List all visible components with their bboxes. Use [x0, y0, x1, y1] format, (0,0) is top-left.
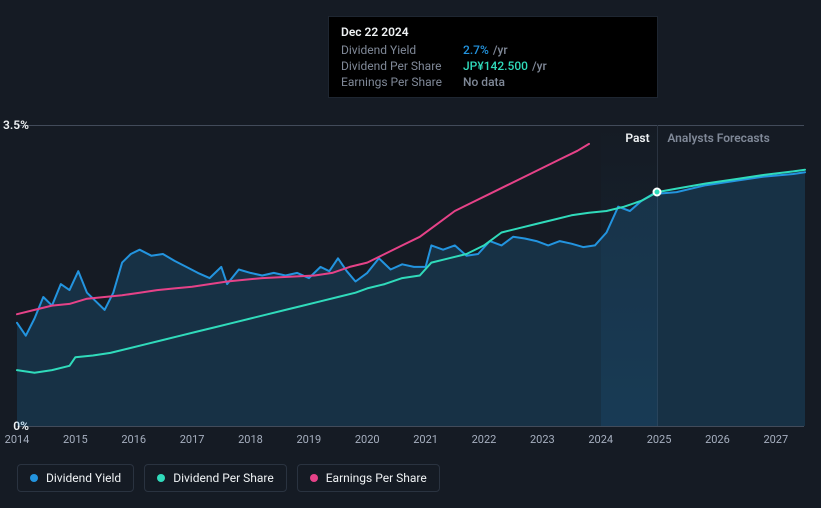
- x-axis-label: 2022: [472, 433, 497, 446]
- x-axis-label: 2021: [413, 433, 438, 446]
- legend-dot-icon: [30, 474, 38, 482]
- x-axis-label: 2024: [588, 433, 613, 446]
- current-date-marker: [653, 188, 662, 197]
- chart-plot-area[interactable]: [17, 125, 805, 426]
- tooltip-value: 2.7%/yr: [463, 43, 508, 57]
- x-axis-label: 2025: [647, 433, 672, 446]
- chart-legend: Dividend Yield Dividend Per Share Earnings…: [17, 464, 440, 492]
- legend-label: Dividend Per Share: [173, 471, 274, 485]
- tooltip-unit: /yr: [493, 43, 508, 57]
- series-area-0: [17, 172, 805, 426]
- chart-bottom-border: [17, 426, 804, 427]
- chart-tooltip: Dec 22 2024 Dividend Yield2.7%/yrDividen…: [328, 16, 658, 98]
- legend-item[interactable]: Earnings Per Share: [297, 464, 440, 492]
- x-axis-label: 2026: [705, 433, 730, 446]
- tooltip-key: Dividend Yield: [341, 43, 451, 57]
- x-axis-label: 2014: [5, 433, 30, 446]
- legend-item[interactable]: Dividend Yield: [17, 464, 134, 492]
- tooltip-key: Earnings Per Share: [341, 75, 451, 89]
- dividend-chart: 3.5%0% 201420152016201720182019202020212…: [0, 0, 821, 508]
- x-axis-label: 2015: [63, 433, 88, 446]
- legend-item[interactable]: Dividend Per Share: [144, 464, 287, 492]
- legend-dot-icon: [310, 474, 318, 482]
- tooltip-row: Dividend Yield 2.7%/yr: [341, 43, 645, 57]
- legend-label: Earnings Per Share: [326, 471, 427, 485]
- tooltip-value: No data: [463, 75, 505, 89]
- legend-dot-icon: [157, 474, 165, 482]
- x-axis-label: 2016: [121, 433, 146, 446]
- x-axis-label: 2027: [763, 433, 788, 446]
- tooltip-row: Earnings Per Share No data: [341, 75, 645, 89]
- x-axis-label: 2018: [238, 433, 263, 446]
- tooltip-unit: /yr: [532, 59, 547, 73]
- x-axis-label: 2017: [180, 433, 205, 446]
- x-axis-label: 2023: [530, 433, 555, 446]
- tooltip-key: Dividend Per Share: [341, 59, 451, 73]
- tooltip-value: JP¥142.500/yr: [463, 59, 547, 73]
- tooltip-row: Dividend Per Share JP¥142.500/yr: [341, 59, 645, 73]
- legend-label: Dividend Yield: [46, 471, 121, 485]
- tooltip-date: Dec 22 2024: [341, 25, 645, 39]
- x-axis-label: 2019: [296, 433, 321, 446]
- x-axis-label: 2020: [355, 433, 380, 446]
